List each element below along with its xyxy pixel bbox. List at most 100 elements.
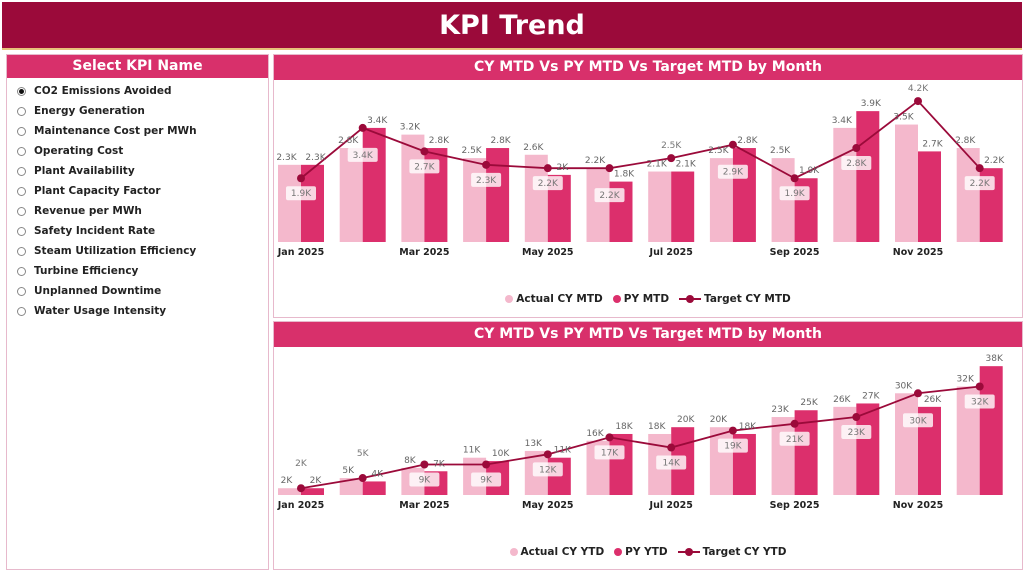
data-label-target: 5K — [357, 449, 370, 459]
target-label-bg — [964, 176, 995, 191]
bar-actual — [709, 427, 733, 495]
radio-icon[interactable] — [17, 226, 26, 236]
data-label-py: 18K — [615, 422, 633, 432]
kpi-option-label: Energy Generation — [34, 105, 145, 117]
x-tick-label: May 2025 — [522, 500, 574, 511]
kpi-option[interactable]: Steam Utilization Efficiency — [7, 241, 268, 261]
kpi-option[interactable]: Unplanned Downtime — [7, 281, 268, 301]
slicer-title: Select KPI Name — [7, 55, 268, 78]
radio-icon[interactable] — [17, 106, 26, 116]
legend-py[interactable]: PY YTD — [614, 546, 668, 558]
kpi-option-label: Turbine Efficiency — [34, 265, 139, 277]
bar-actual — [586, 168, 610, 242]
data-label-py: 2K — [556, 163, 569, 173]
chart-legend: Actual CY MTD PY MTD Target CY MTD — [274, 293, 1022, 305]
data-label-actual: 2K — [281, 476, 294, 486]
legend-py[interactable]: PY MTD — [612, 293, 669, 305]
target-point — [543, 164, 552, 173]
target-label-bg — [594, 445, 625, 460]
bar-py — [918, 406, 941, 495]
mtd-chart: Jan 2025 Mar 2025 May 2025 Jul 2025 Sep 2025… — [276, 81, 1005, 258]
radio-icon[interactable] — [17, 246, 26, 256]
radio-icon[interactable] — [17, 266, 26, 276]
target-point — [728, 140, 737, 149]
target-label-bg — [471, 172, 502, 187]
data-labels: Jan 2025 Mar 2025 May 2025 Jul 2025 Sep 2025… — [277, 354, 1004, 511]
kpi-option[interactable]: Operating Cost — [7, 141, 268, 161]
target-label-bg — [903, 81, 933, 96]
kpi-option[interactable]: Plant Capacity Factor — [7, 181, 268, 201]
x-tick-label: Nov 2025 — [893, 500, 943, 511]
kpi-option-label: Plant Capacity Factor — [34, 185, 161, 197]
legend-actual[interactable]: Actual CY YTD — [509, 546, 604, 558]
target-label-bg — [656, 455, 687, 470]
kpi-option-label: Safety Incident Rate — [34, 225, 156, 237]
target-point — [975, 164, 984, 173]
target-series — [297, 97, 984, 183]
x-tick-label: Jan 2025 — [277, 500, 324, 511]
data-labels: Jan 2025 Mar 2025 May 2025 Jul 2025 Sep 2025… — [276, 81, 1005, 258]
radio-icon[interactable] — [17, 146, 26, 156]
legend-target[interactable]: Target CY YTD — [677, 546, 787, 558]
legend-dot-icon — [612, 295, 621, 303]
bar-py — [362, 127, 386, 242]
bar-actual — [648, 171, 672, 242]
data-label-target: 32K — [971, 398, 989, 408]
kpi-option[interactable]: Safety Incident Rate — [7, 221, 268, 241]
radio-icon[interactable] — [17, 86, 26, 96]
radio-icon[interactable] — [17, 306, 26, 316]
kpi-option[interactable]: Revenue per MWh — [7, 201, 268, 221]
target-point — [605, 164, 614, 173]
legend-label: Actual CY MTD — [516, 293, 603, 305]
data-label-actual: 8K — [404, 456, 417, 466]
target-label-bg — [409, 472, 440, 487]
bar-py — [732, 148, 756, 242]
data-label-target: 23K — [848, 428, 866, 438]
target-point — [482, 160, 491, 169]
target-point — [852, 144, 861, 153]
kpi-option-label: CO2 Emissions Avoided — [34, 85, 172, 97]
x-tick-label: Sep 2025 — [770, 500, 820, 511]
bar-actual — [278, 488, 301, 495]
radio-icon[interactable] — [17, 166, 26, 176]
bar-py — [301, 164, 324, 242]
data-label-actual: 3.4K — [832, 116, 853, 126]
data-label-target: 2.2K — [538, 179, 559, 189]
legend-actual[interactable]: Actual CY MTD — [505, 293, 603, 305]
target-label-bg — [532, 176, 563, 191]
legend-dot-icon — [509, 548, 518, 556]
kpi-option[interactable]: Turbine Efficiency — [7, 261, 268, 281]
radio-icon[interactable] — [17, 286, 26, 296]
data-label-target: 2.5K — [661, 141, 682, 151]
data-label-py: 3.4K — [367, 116, 388, 126]
target-point — [667, 154, 676, 163]
kpi-option[interactable]: CO2 Emissions Avoided — [7, 81, 268, 101]
data-label-py: 27K — [862, 391, 880, 401]
bar-actual — [895, 124, 918, 242]
data-label-actual: 30K — [895, 381, 913, 391]
legend-label: Target CY YTD — [702, 546, 787, 558]
bar-actual — [956, 148, 980, 242]
legend-label: Target CY MTD — [704, 293, 791, 305]
kpi-option[interactable]: Water Usage Intensity — [7, 301, 268, 321]
bars — [278, 111, 1003, 242]
kpi-option[interactable]: Energy Generation — [7, 101, 268, 121]
radio-icon[interactable] — [17, 186, 26, 196]
legend-target[interactable]: Target CY MTD — [679, 293, 791, 305]
data-label-target: 4.2K — [908, 84, 929, 94]
mtd-chart-panel: CY MTD Vs PY MTD Vs Target MTD by Month … — [273, 54, 1023, 318]
kpi-option[interactable]: Plant Availability — [7, 161, 268, 181]
radio-icon[interactable] — [17, 126, 26, 136]
kpi-option-label: Steam Utilization Efficiency — [34, 245, 197, 257]
data-label-target: 1.9K — [784, 189, 805, 199]
radio-icon[interactable] — [17, 206, 26, 216]
bar-py — [609, 433, 633, 495]
target-point — [667, 443, 676, 452]
data-label-actual: 2.1K — [647, 160, 668, 170]
data-label-target: 30K — [909, 416, 927, 426]
data-label-target: 2.9K — [723, 168, 744, 178]
target-point — [297, 484, 305, 493]
data-label-actual: 11K — [463, 446, 481, 456]
target-label-bg — [841, 425, 872, 440]
kpi-option[interactable]: Maintenance Cost per MWh — [7, 121, 268, 141]
